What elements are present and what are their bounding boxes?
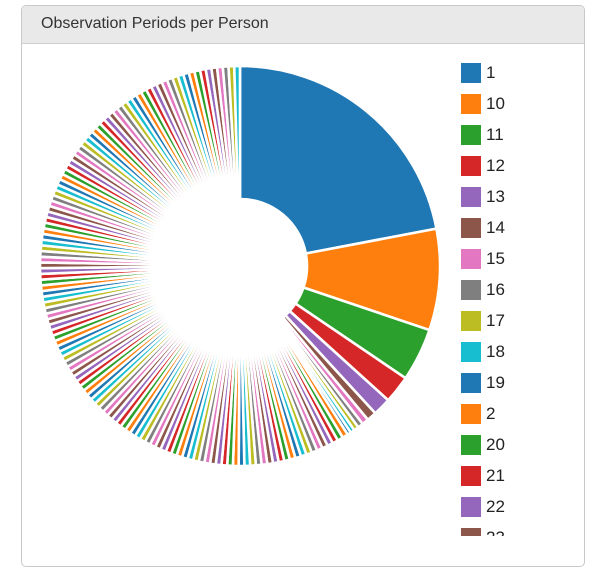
donut-chart [38, 64, 442, 468]
legend-label: 12 [486, 156, 505, 175]
legend-label: 21 [486, 466, 505, 485]
legend-item-14[interactable]: 14 [461, 218, 571, 238]
legend-item-11[interactable]: 11 [461, 125, 571, 145]
legend-swatch [461, 63, 481, 83]
legend-swatch [461, 373, 481, 393]
legend-swatch [461, 156, 481, 176]
legend-label: 23 [486, 528, 505, 536]
legend-label: 16 [486, 280, 505, 299]
legend-item-21[interactable]: 21 [461, 466, 571, 486]
legend-label: 11 [486, 125, 504, 144]
legend-swatch [461, 311, 481, 331]
legend-label: 17 [486, 311, 505, 330]
legend-swatch [461, 187, 481, 207]
legend-label: 13 [486, 187, 505, 206]
legend-item-10[interactable]: 10 [461, 94, 571, 114]
legend-item-23[interactable]: 23 [461, 528, 571, 536]
legend-item-17[interactable]: 17 [461, 311, 571, 331]
slice-tail-129[interactable] [232, 64, 242, 201]
slice-1[interactable] [238, 64, 439, 256]
legend-item-22[interactable]: 22 [461, 497, 571, 517]
legend-swatch [461, 528, 481, 536]
legend-item-12[interactable]: 12 [461, 156, 571, 176]
legend-label: 1 [486, 63, 496, 82]
legend-label: 2 [486, 404, 496, 423]
legend-label: 15 [486, 249, 505, 268]
legend-item-16[interactable]: 16 [461, 280, 571, 300]
chart-legend: 1 10 11 12 13 14 15 16 17 18 19 2 20 21 22 23 [461, 63, 571, 536]
legend-label: 22 [486, 497, 505, 516]
legend-label: 10 [486, 94, 505, 113]
legend-item-19[interactable]: 19 [461, 373, 571, 393]
legend-swatch [461, 125, 481, 145]
legend-item-18[interactable]: 18 [461, 342, 571, 362]
legend-label: 19 [486, 373, 505, 392]
legend-swatch [461, 466, 481, 486]
legend-swatch [461, 280, 481, 300]
legend-label: 18 [486, 342, 505, 361]
legend-item-1[interactable]: 1 [461, 63, 571, 83]
legend-item-15[interactable]: 15 [461, 249, 571, 269]
panel-title: Observation Periods per Person [22, 6, 584, 44]
legend-swatch [461, 404, 481, 424]
legend-item-2[interactable]: 2 [461, 404, 571, 424]
legend-item-20[interactable]: 20 [461, 435, 571, 455]
legend-swatch [461, 435, 481, 455]
legend-swatch [461, 342, 481, 362]
legend-swatch [461, 218, 481, 238]
legend-swatch [461, 249, 481, 269]
legend-item-13[interactable]: 13 [461, 187, 571, 207]
legend-swatch [461, 497, 481, 517]
legend-swatch [461, 94, 481, 114]
legend-label: 20 [486, 435, 505, 454]
legend-label: 14 [486, 218, 505, 237]
